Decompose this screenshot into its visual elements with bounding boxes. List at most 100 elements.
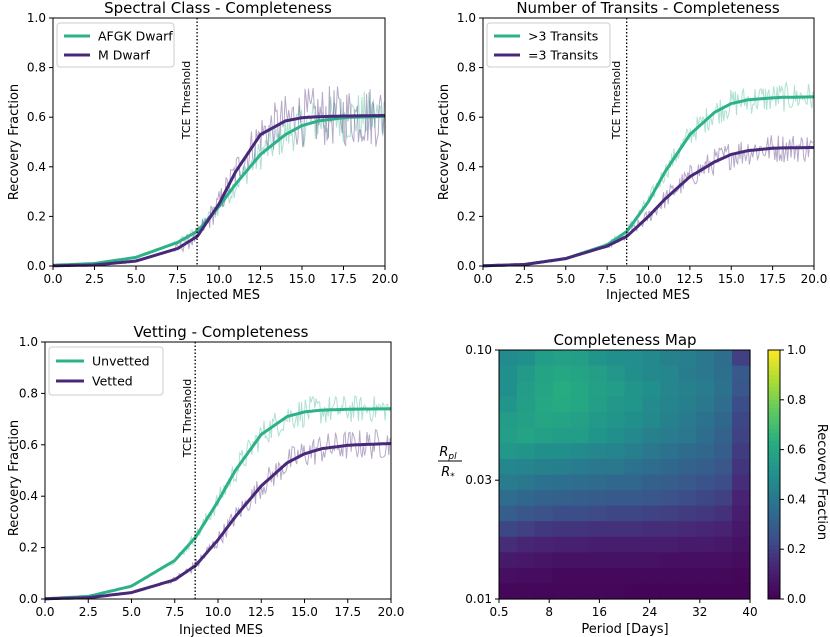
- y-axis-label: Recovery Fraction: [437, 84, 452, 200]
- x-axis-label: Injected MES: [179, 623, 263, 637]
- colorbar-segment: [768, 391, 780, 397]
- heatmap-cell: [570, 381, 590, 398]
- heatmap-cell: [732, 396, 751, 413]
- heatmap-cell: [552, 552, 572, 569]
- heatmap-cell: [714, 396, 733, 413]
- legend-label-afgk: AFGK Dwarf: [98, 29, 173, 44]
- legend: AFGK Dwarf M Dwarf: [56, 22, 175, 68]
- heatmap-cell: [588, 474, 608, 491]
- heatmap-cell: [696, 365, 715, 382]
- heatmap-cell: [499, 536, 518, 553]
- colorbar-segment: [768, 545, 780, 550]
- x-tick-label: 7.5: [598, 272, 617, 286]
- panel-title: Completeness Map: [553, 331, 696, 349]
- colorbar-segment: [768, 358, 780, 363]
- y-tick-label: 1.0: [457, 11, 476, 25]
- heatmap-cell: [678, 365, 697, 382]
- heatmap-cell: [588, 583, 608, 600]
- heatmap-cell: [516, 365, 536, 382]
- panel-title: Number of Transits - Completeness: [516, 0, 780, 17]
- heatmap-cell: [606, 396, 626, 413]
- colorbar-segment: [768, 424, 780, 430]
- heatmap-cell: [642, 536, 661, 553]
- heatmap-cell: [570, 567, 590, 585]
- colorbar-segment: [768, 586, 780, 592]
- legend-label-m-dwarf: M Dwarf: [98, 48, 150, 63]
- heatmap-cell: [732, 490, 751, 507]
- colorbar-segment: [768, 433, 780, 438]
- y-tick-label: 0.0: [19, 592, 38, 606]
- heatmap-cell: [516, 474, 536, 491]
- fit-curve-secondary: [52, 114, 385, 268]
- heatmap-cell: [642, 427, 661, 444]
- heatmap-cell: [642, 583, 661, 600]
- heatmap-cell: [714, 412, 733, 429]
- heatmap-cell: [570, 365, 590, 382]
- y-tick-label: 0.0: [457, 259, 476, 273]
- colorbar-ticks: 0.0 0.2 0.4 0.6 0.8 1.0: [787, 343, 806, 606]
- colorbar-segment: [768, 499, 780, 505]
- heatmap-cell: [606, 381, 626, 398]
- heatmap-cell: [516, 583, 536, 600]
- y-tick-label: 0.10: [465, 343, 492, 357]
- heatmap-cell: [678, 474, 697, 491]
- heatmap-cell: [660, 583, 679, 600]
- heatmap-cell: [534, 381, 554, 398]
- heatmap-cell: [552, 505, 572, 522]
- heatmap-cell: [642, 521, 661, 538]
- colorbar-segment: [768, 437, 780, 442]
- heatmap-cell: [588, 443, 608, 460]
- heatmap-cell: [570, 583, 590, 600]
- x-tick-label: 17.5: [759, 272, 786, 286]
- heatmap-cell: [714, 458, 733, 476]
- heatmap-cell: [642, 474, 661, 491]
- heatmap-cell: [588, 350, 608, 367]
- x-tick-label: 10.0: [635, 272, 662, 286]
- heatmap-cell: [516, 567, 536, 585]
- heatmap-cell: [696, 474, 715, 491]
- heatmap-cell: [624, 381, 644, 398]
- legend-label-vetted: Vetted: [92, 374, 133, 389]
- x-tick-label: 40: [742, 605, 757, 619]
- heatmap-cell: [570, 505, 590, 522]
- heatmap-cell: [516, 443, 536, 460]
- heatmap-cell: [552, 567, 572, 585]
- heatmap-cell: [624, 490, 644, 507]
- fit-curve-secondary: [482, 146, 814, 268]
- heatmap-cell: [660, 552, 679, 569]
- x-tick-label: 16: [592, 605, 607, 619]
- colorbar-segment: [768, 578, 780, 583]
- heatmap-cell: [516, 490, 536, 507]
- x-tick-label: 12.5: [248, 605, 275, 619]
- heatmap-cell: [552, 490, 572, 507]
- y-axis-label: Recovery Fraction: [7, 84, 22, 200]
- raw-trace-primary: [157, 395, 391, 572]
- colorbar-segment: [768, 557, 780, 563]
- heatmap-cell: [516, 458, 536, 476]
- heatmap-cell: [499, 412, 518, 429]
- colorbar-segment: [768, 478, 780, 484]
- heatmap-cell: [534, 583, 554, 600]
- heatmap-cell: [570, 474, 590, 491]
- x-tick-label: 15.0: [289, 272, 316, 286]
- heatmap-cell: [534, 443, 554, 460]
- heatmap-cell: [714, 443, 733, 460]
- heatmap-cell: [642, 552, 661, 569]
- heatmap-cell: [606, 552, 626, 569]
- y-tick-label: 0.03: [465, 473, 492, 487]
- heatmap-cell: [534, 552, 554, 569]
- y-tick-label: 0.8: [457, 61, 476, 75]
- heatmap-cell: [732, 350, 751, 367]
- heatmap-area: [495, 349, 784, 603]
- heatmap-cell: [732, 521, 751, 538]
- heatmap-cell: [714, 536, 733, 553]
- heatmap-cell: [534, 505, 554, 522]
- y-tick-label: 0.8: [27, 61, 46, 75]
- heatmap-cell: [714, 552, 733, 569]
- x-ticks: 0.5 8 16 24 32 40: [489, 605, 757, 619]
- heatmap-cell: [732, 381, 751, 398]
- heatmap-cell: [499, 443, 518, 460]
- heatmap-cell: [642, 381, 661, 398]
- heatmap-cell: [696, 381, 715, 398]
- x-ticks: 0.0 2.5 5.0 7.5 10.0 12.5 15.0 17.5 20.0: [35, 605, 404, 619]
